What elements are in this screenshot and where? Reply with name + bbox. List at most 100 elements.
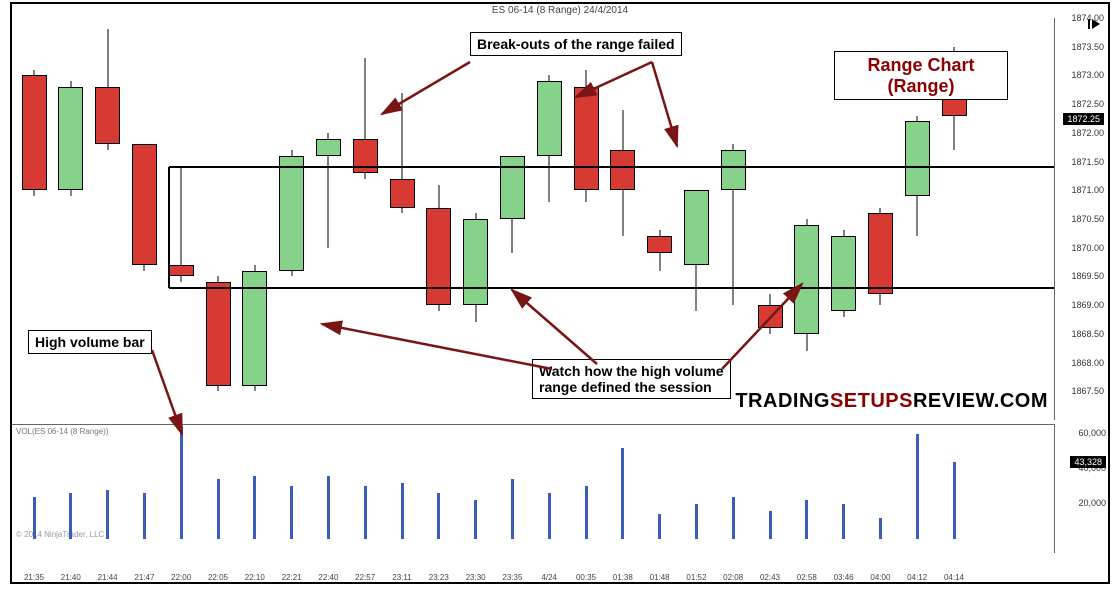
annotation-range-chart: Range Chart(Range): [834, 51, 1008, 100]
volume-bar: [953, 462, 956, 539]
range-line: [169, 166, 1054, 168]
y-tick-label: 1868.00: [1071, 358, 1104, 368]
y-tick-label: 1869.50: [1071, 271, 1104, 281]
candle: [279, 18, 304, 420]
annotation-breakouts: Break-outs of the range failed: [470, 32, 682, 56]
volume-bar: [143, 493, 146, 539]
volume-bar: [621, 448, 624, 539]
x-tick-label: 21:47: [134, 573, 154, 582]
x-tick-label: 23:11: [392, 573, 411, 582]
y-axis: 1867.50 1868.00 1868.50 1869.00 1869.50 1870.…: [1056, 18, 1106, 420]
x-tick-label: 04:14: [944, 573, 964, 582]
x-tick-label: 22:40: [318, 573, 338, 582]
y-tick-label: 1871.00: [1071, 185, 1104, 195]
x-tick-label: 01:52: [686, 573, 706, 582]
annotation-high-volume-bar: High volume bar: [28, 330, 152, 354]
candle: [426, 18, 451, 420]
candle: [500, 18, 525, 420]
volume-bar: [437, 493, 440, 539]
vol-y-tick: 20,000: [1078, 498, 1106, 508]
x-tick-label: 02:08: [723, 573, 743, 582]
y-tick-label: 1870.50: [1071, 214, 1104, 224]
x-tick-label: 01:48: [650, 573, 670, 582]
x-tick-label: 4/24: [541, 573, 557, 582]
x-tick-label: 04:00: [870, 573, 890, 582]
x-tick-label: 00:35: [576, 573, 596, 582]
volume-bar: [548, 493, 551, 539]
copyright: © 2014 NinjaTrader, LLC: [16, 530, 104, 539]
x-tick-label: 23:23: [429, 573, 449, 582]
volume-bar: [511, 479, 514, 539]
x-tick-label: 22:05: [208, 573, 228, 582]
annotation-watch: Watch how the high volumerange defined t…: [532, 359, 731, 399]
volume-bar: [916, 434, 919, 539]
x-tick-label: 21:44: [98, 573, 118, 582]
volume-bar: [879, 518, 882, 539]
range-line: [169, 287, 1054, 289]
range-line: [168, 167, 170, 288]
candle: [316, 18, 341, 420]
volume-panel-title: VOL(ES 06-14 (8 Range)): [16, 427, 109, 436]
watermark-post: REVIEW.COM: [913, 390, 1048, 412]
candle: [353, 18, 378, 420]
volume-bar: [401, 483, 404, 539]
y-tick-label: 1874.00: [1071, 13, 1104, 23]
volume-bar: [180, 427, 183, 539]
x-tick-label: 22:21: [282, 573, 302, 582]
watermark-mid: SETUPS: [830, 390, 913, 412]
watermark: TRADINGSETUPSREVIEW.COM: [735, 390, 1048, 413]
volume-bar: [842, 504, 845, 539]
y-tick-label: 1869.00: [1071, 300, 1104, 310]
candle: [463, 18, 488, 420]
watermark-pre: TRADING: [735, 390, 830, 412]
x-tick-label: 04:12: [907, 573, 927, 582]
candle: [95, 18, 120, 420]
x-tick-label: 01:38: [613, 573, 633, 582]
y-tick-label: 1867.50: [1071, 386, 1104, 396]
candle: [132, 18, 157, 420]
y-tick-label: 1871.50: [1071, 157, 1104, 167]
volume-bar: [769, 511, 772, 539]
candle: [169, 18, 194, 420]
last-price-marker: 1872.25: [1063, 113, 1104, 125]
x-tick-label: 02:58: [797, 573, 817, 582]
chart-title: ES 06-14 (8 Range) 24/4/2014: [12, 4, 1108, 18]
volume-bar: [585, 486, 588, 539]
x-tick-label: 22:57: [355, 573, 375, 582]
chart-frame: ES 06-14 (8 Range) 24/4/2014 1867.50 1868…: [10, 2, 1110, 584]
x-tick-label: 22:10: [245, 573, 265, 582]
candle: [206, 18, 231, 420]
y-tick-label: 1872.00: [1071, 128, 1104, 138]
volume-bar: [805, 500, 808, 539]
x-tick-label: 21:35: [24, 573, 44, 582]
y-tick-label: 1868.50: [1071, 329, 1104, 339]
volume-bar: [695, 504, 698, 539]
volume-bar: [33, 497, 36, 539]
volume-bar: [217, 479, 220, 539]
candle: [794, 18, 819, 420]
x-tick-label: 22:00: [171, 573, 191, 582]
candle: [58, 18, 83, 420]
volume-bar: [106, 490, 109, 539]
candle: [242, 18, 267, 420]
volume-bar: [732, 497, 735, 539]
volume-last-marker: 43,328: [1070, 456, 1106, 468]
volume-bar: [364, 486, 367, 539]
x-tick-label: 23:30: [466, 573, 486, 582]
x-tick-label: 03:46: [834, 573, 854, 582]
volume-bar: [290, 486, 293, 539]
candle: [390, 18, 415, 420]
candle: [22, 18, 47, 420]
x-tick-label: 21:40: [61, 573, 81, 582]
candle: [758, 18, 783, 420]
y-tick-label: 1873.50: [1071, 42, 1104, 52]
volume-bar: [658, 514, 661, 539]
volume-bar: [327, 476, 330, 539]
volume-bar: [474, 500, 477, 539]
y-tick-label: 1872.50: [1071, 99, 1104, 109]
volume-panel: VOL(ES 06-14 (8 Range)) © 2014 NinjaTrad…: [12, 424, 1055, 553]
volume-bar: [253, 476, 256, 539]
x-tick-label: 02:43: [760, 573, 780, 582]
vol-y-tick: 60,000: [1078, 428, 1106, 438]
x-axis: 21:35 21:40 21:44 21:47 22:00 22:05 22:10 22:21…: [12, 568, 1052, 582]
